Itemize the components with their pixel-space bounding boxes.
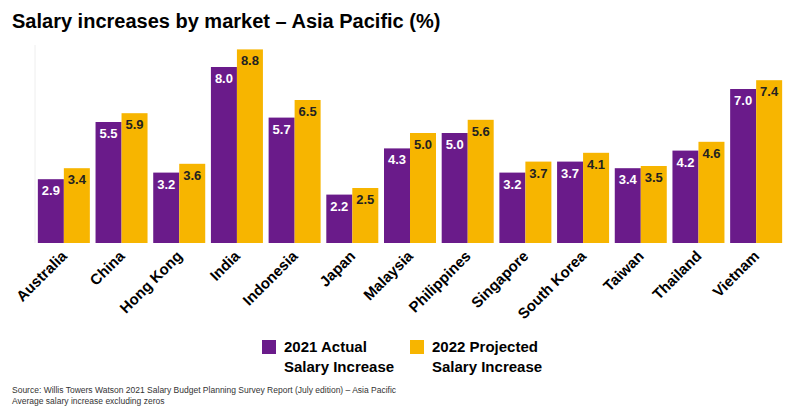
data-label: 6.5 [299, 104, 317, 119]
data-label: 5.6 [472, 124, 490, 139]
data-label: 3.2 [157, 177, 175, 192]
bar [641, 166, 667, 243]
legend-line: Salary Increase [284, 358, 394, 375]
bar [410, 133, 436, 243]
x-tick-label: Australia [13, 247, 71, 305]
x-tick-label: Hong Kong [116, 247, 185, 316]
data-label: 7.0 [734, 93, 752, 108]
x-tick-label: South Korea [514, 247, 590, 323]
data-label: 5.9 [125, 117, 143, 132]
bar [179, 164, 205, 243]
x-tick-label: Thailand [649, 247, 705, 303]
data-label: 8.0 [215, 71, 233, 86]
data-labels: 2.9 3.4 5.5 5.9 3.2 3.6 8.0 8.8 5.7 6.5 2.2 2.5 4.3 5… [42, 53, 779, 213]
bar [583, 153, 609, 243]
bar [64, 168, 90, 243]
x-tick-label: India [206, 247, 243, 284]
data-label: 3.4 [619, 172, 638, 187]
data-label: 4.1 [587, 157, 605, 172]
bar [352, 188, 378, 243]
legend-line: 2021 Actual [284, 338, 367, 355]
bar [38, 179, 64, 243]
data-label: 2.2 [330, 199, 348, 214]
data-label: 5.0 [414, 137, 432, 152]
bar [442, 133, 468, 243]
x-tick-label: China [86, 247, 128, 289]
data-label: 4.2 [676, 155, 694, 170]
data-label: 3.4 [68, 172, 87, 187]
legend-entry: 2022 Projected Salary Increase [410, 338, 542, 375]
data-label: 3.2 [503, 177, 521, 192]
legend-line: Salary Increase [432, 358, 542, 375]
legend-entry: 2021 Actual Salary Increase [262, 338, 394, 375]
x-tick-label: Vietnam [709, 247, 762, 300]
legend-label: 2021 Actual Salary Increase [284, 338, 394, 375]
legend-line: 2022 Projected [432, 338, 538, 355]
data-label: 3.7 [561, 166, 579, 181]
x-tick-label: Malaysia [360, 247, 417, 304]
x-tick-label: Taiwan [600, 247, 647, 294]
bar [525, 162, 551, 243]
bar [499, 173, 525, 243]
data-label: 5.7 [273, 122, 291, 137]
bar [122, 113, 148, 243]
y-axis-line [35, 45, 36, 243]
data-label: 8.8 [241, 53, 259, 68]
data-label: 4.6 [702, 146, 720, 161]
data-label: 7.4 [760, 84, 779, 99]
bar [557, 162, 583, 243]
bar [672, 151, 698, 243]
bar [96, 122, 122, 243]
bar [326, 195, 352, 243]
bar [237, 49, 263, 243]
x-tick-label: Japan [316, 247, 359, 290]
data-label: 4.3 [388, 152, 406, 167]
data-label: 5.5 [99, 126, 117, 141]
bar [468, 120, 494, 243]
data-label: 2.9 [42, 183, 60, 198]
chart: Salary increases by market – Asia Pacifi… [0, 0, 800, 417]
bar [698, 142, 724, 243]
data-label: 5.0 [446, 137, 464, 152]
legend-label: 2022 Projected Salary Increase [432, 338, 542, 375]
data-label: 3.7 [529, 166, 547, 181]
bar [756, 80, 782, 243]
x-tick-label: Indonesia [239, 247, 301, 309]
bar [211, 67, 237, 243]
data-label: 3.6 [183, 168, 201, 183]
title: Salary increases by market – Asia Pacifi… [12, 10, 440, 32]
x-tick-label: Philippines [405, 247, 474, 316]
bar [269, 118, 295, 243]
legend-swatch [262, 340, 276, 354]
bar [384, 148, 410, 243]
bar [153, 173, 179, 243]
source: Source: Willis Towers Watson 2021 Salary… [12, 385, 397, 395]
note: Average salary increase excluding zeros [12, 396, 164, 406]
bar [615, 168, 641, 243]
data-label: 3.5 [645, 170, 663, 185]
legend-swatch [410, 340, 424, 354]
background [0, 0, 800, 417]
bar [730, 89, 756, 243]
bar [295, 100, 321, 243]
data-label: 2.5 [356, 192, 374, 207]
bars [38, 49, 782, 243]
